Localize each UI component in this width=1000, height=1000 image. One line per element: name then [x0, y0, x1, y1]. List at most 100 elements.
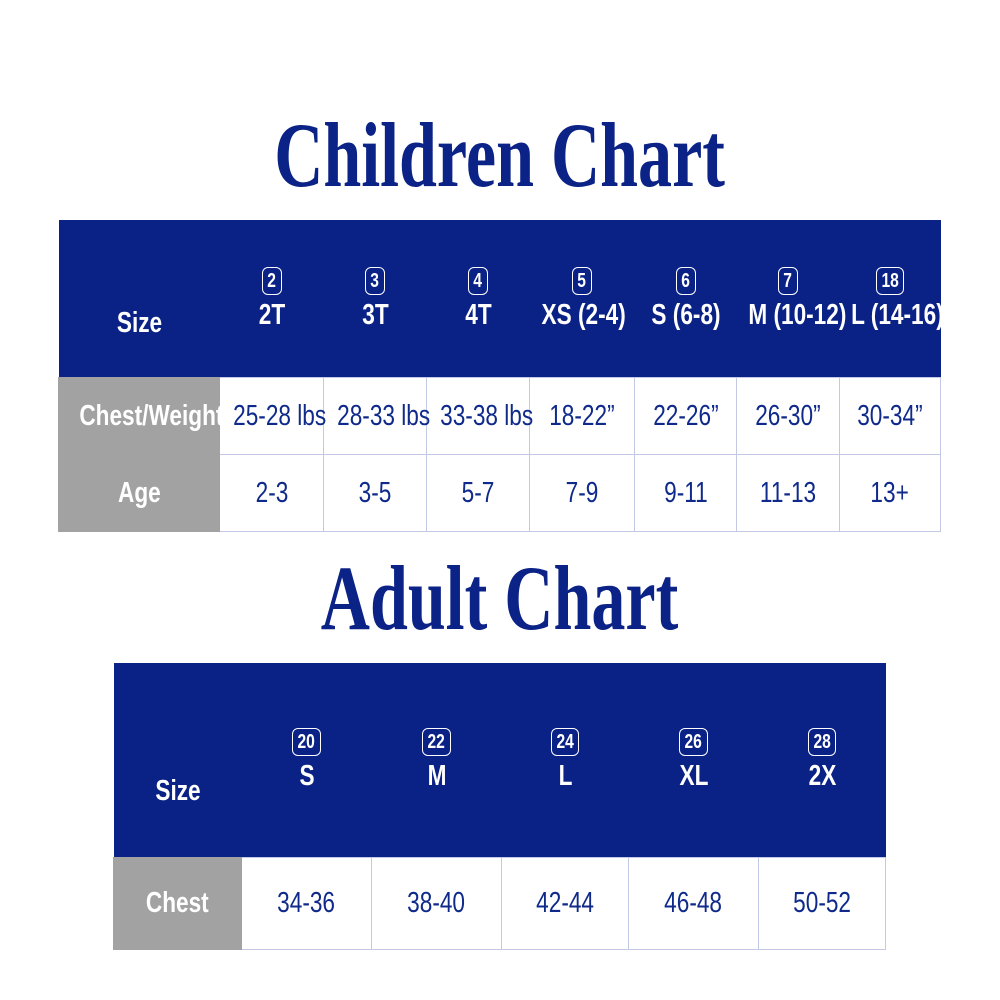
cell-value: 11-13	[759, 476, 817, 509]
cell-value: 3-5	[358, 476, 392, 509]
badge-text: 20	[297, 731, 316, 753]
size-number-badge: 5	[572, 266, 592, 295]
table-cell: 9-11	[634, 454, 737, 532]
size-name: XS (2-4)	[541, 298, 626, 331]
children-header-row: Size 2 2T 3 3T 4 4T 5 XS (2-4) 6 S (6-8) 7 M (10-12…	[58, 220, 944, 378]
size-column-header: 24 L	[501, 663, 629, 858]
table-cell: 2-3	[219, 454, 324, 532]
size-column-header: 3 3T	[323, 220, 427, 378]
badge-text: 4	[473, 269, 483, 292]
size-name: S	[298, 760, 315, 792]
table-cell: 3-5	[323, 454, 427, 532]
size-column-header: 6 S (6-8)	[634, 220, 737, 378]
size-name: S (6-8)	[650, 298, 721, 331]
size-label-text: Size	[154, 775, 201, 807]
cell-value: 5-7	[461, 476, 495, 509]
cell-value: 42-44	[536, 887, 594, 919]
size-number-badge: 7	[778, 266, 798, 295]
cell-value: 18-22”	[549, 399, 615, 432]
size-name: 2T	[258, 298, 285, 331]
badge-text: 6	[681, 269, 690, 292]
table-cell: 38-40	[371, 857, 502, 950]
table-cell: 28-33 lbs	[323, 377, 431, 455]
table-cell: 26-30”	[736, 377, 840, 455]
badge-text: 3	[370, 269, 380, 292]
row-label: Chest/Weight	[58, 377, 224, 455]
children-size-table: Size 2 2T 3 3T 4 4T 5 XS (2-4) 6 S (6-8) 7 M (10-12…	[58, 220, 944, 532]
badge-text: 28	[813, 731, 831, 753]
size-column-header: 7 M (10-12)	[736, 220, 846, 378]
table-cell: 7-9	[529, 454, 635, 532]
table-cell: 30-34”	[839, 377, 941, 455]
children-chart-title-text: Children Chart	[274, 104, 726, 206]
row-label-text: Chest/Weight	[79, 399, 224, 432]
size-name: 4T	[464, 298, 492, 331]
size-column-header: 26 XL	[628, 663, 759, 858]
table-cell: 34-36	[241, 857, 372, 950]
size-name: M (10-12)	[747, 298, 846, 331]
cell-value: 7-9	[565, 476, 599, 509]
table-cell: 5-7	[426, 454, 530, 532]
cell-value: 50-52	[793, 887, 851, 919]
table-row: Chest/Weight 25-28 lbs 28-33 lbs 33-38 lbs 1…	[58, 377, 941, 455]
cell-value: 33-38 lbs	[440, 399, 534, 432]
table-cell: 22-26”	[634, 377, 737, 455]
size-number-badge: 22	[422, 728, 451, 756]
cell-value: 46-48	[664, 887, 723, 919]
size-column-header: 5 XS (2-4)	[529, 220, 635, 378]
table-cell: 11-13	[736, 454, 840, 532]
badge-text: 26	[684, 731, 703, 753]
row-label: Chest	[113, 857, 242, 950]
badge-text: 7	[783, 269, 793, 292]
size-name: L	[558, 760, 572, 792]
table-cell: 33-38 lbs	[426, 377, 534, 455]
badge-text: 5	[577, 269, 587, 292]
table-row: Age 2-3 3-5 5-7 7-9 9-11 11-13 13+	[58, 454, 941, 532]
size-number-badge: 2	[261, 266, 282, 295]
size-number-badge: 26	[679, 728, 708, 756]
cell-value: 22-26”	[652, 399, 719, 432]
size-label-text: Size	[116, 306, 162, 339]
cell-value: 28-33 lbs	[337, 399, 431, 432]
size-name: 3T	[361, 298, 389, 331]
cell-value: 38-40	[407, 887, 466, 919]
size-name: M	[427, 760, 446, 792]
cell-value: 2-3	[255, 476, 288, 509]
size-number-badge: 6	[675, 266, 696, 295]
size-name: 2X	[808, 760, 836, 792]
cell-value: 26-30”	[755, 399, 821, 432]
size-column-header: 18 L (14-16)	[839, 220, 944, 378]
table-cell: 13+	[839, 454, 941, 532]
badge-text: 18	[881, 269, 899, 292]
badge-text: 22	[427, 731, 446, 753]
adult-chart-title-text: Adult Chart	[321, 547, 679, 649]
size-number-badge: 28	[807, 728, 837, 756]
badge-text: 2	[267, 269, 276, 292]
table-cell: 50-52	[758, 857, 886, 950]
row-label-text: Age	[117, 476, 161, 509]
size-column-header: 4 4T	[426, 220, 530, 378]
row-label: Age	[58, 454, 220, 532]
size-name: XL	[679, 760, 708, 792]
children-chart-title: Children Chart	[0, 100, 1000, 210]
size-number-badge: 4	[468, 266, 488, 295]
adult-header-row: Size 20 S 22 M 24 L 26 XL 28 2X	[113, 663, 886, 858]
size-header-label: Size	[58, 220, 220, 378]
cell-value: 30-34”	[857, 399, 923, 432]
cell-value: 13+	[870, 476, 910, 509]
size-number-badge: 24	[550, 728, 580, 756]
size-number-badge: 3	[365, 266, 385, 295]
size-column-header: 22 M	[371, 663, 502, 858]
size-name: L (14-16)	[850, 298, 944, 331]
row-label-text: Chest	[146, 887, 209, 919]
cell-value: 9-11	[663, 476, 708, 509]
table-cell: 25-28 lbs	[219, 377, 326, 455]
adult-size-table: Size 20 S 22 M 24 L 26 XL 28 2X Chest 34-36 38-40 42…	[113, 663, 886, 950]
size-header-label: Size	[113, 663, 242, 858]
size-number-badge: 20	[292, 728, 321, 756]
table-cell: 18-22”	[529, 377, 635, 455]
adult-chart-title: Adult Chart	[0, 543, 1000, 653]
size-column-header: 20 S	[241, 663, 372, 858]
table-cell: 42-44	[501, 857, 629, 950]
size-number-badge: 18	[875, 266, 905, 295]
